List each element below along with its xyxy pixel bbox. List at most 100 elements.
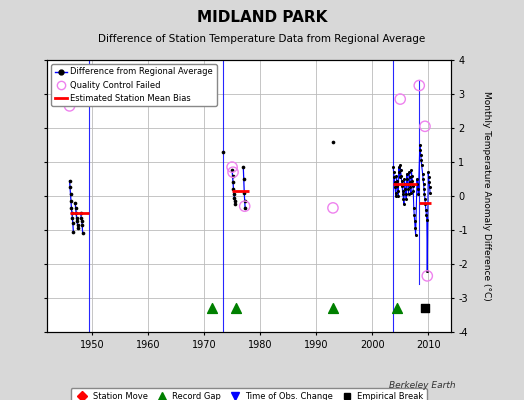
Point — [406, 179, 414, 186]
Point — [228, 167, 236, 174]
Point — [329, 305, 337, 311]
Point — [232, 305, 240, 311]
Point — [394, 193, 402, 199]
Point — [410, 212, 418, 218]
Point — [423, 273, 431, 279]
Point — [397, 178, 406, 184]
Point — [79, 230, 87, 236]
Point — [66, 103, 74, 109]
Point — [66, 178, 74, 184]
Point — [400, 176, 409, 182]
Legend: Station Move, Record Gap, Time of Obs. Change, Empirical Break: Station Move, Record Gap, Time of Obs. C… — [71, 388, 427, 400]
Point — [230, 186, 238, 192]
Point — [239, 164, 247, 170]
Point — [69, 220, 77, 226]
Point — [241, 205, 249, 211]
Point — [425, 184, 434, 191]
Point — [390, 179, 399, 186]
Point — [229, 169, 237, 175]
Point — [420, 186, 428, 192]
Point — [240, 189, 248, 196]
Point — [208, 305, 216, 311]
Point — [67, 191, 75, 198]
Point — [409, 188, 418, 194]
Point — [421, 201, 430, 208]
Point — [229, 179, 237, 186]
Point — [69, 228, 78, 235]
Point — [411, 225, 419, 232]
Point — [416, 147, 424, 153]
Point — [228, 164, 236, 170]
Point — [73, 222, 82, 228]
Point — [405, 191, 413, 198]
Point — [419, 171, 427, 177]
Point — [402, 171, 411, 177]
Point — [230, 191, 238, 198]
Point — [74, 225, 82, 232]
Point — [391, 189, 400, 196]
Point — [399, 196, 408, 202]
Point — [231, 198, 239, 204]
Point — [426, 189, 434, 196]
Point — [78, 218, 86, 225]
Point — [399, 191, 407, 198]
Point — [77, 210, 85, 216]
Point — [394, 188, 402, 194]
Point — [329, 138, 337, 145]
Point — [231, 201, 239, 208]
Point — [419, 176, 427, 182]
Point — [72, 210, 80, 216]
Point — [390, 174, 398, 180]
Point — [409, 182, 417, 189]
Point — [416, 142, 424, 148]
Point — [78, 222, 86, 228]
Point — [403, 181, 412, 187]
Point — [398, 188, 407, 194]
Point — [396, 96, 405, 102]
Point — [397, 167, 405, 174]
Point — [425, 179, 433, 186]
Point — [68, 210, 76, 216]
Point — [402, 196, 410, 202]
Y-axis label: Monthly Temperature Anomaly Difference (°C): Monthly Temperature Anomaly Difference (… — [482, 91, 491, 301]
Point — [401, 191, 410, 198]
Point — [389, 169, 398, 175]
Point — [422, 206, 430, 213]
Point — [71, 200, 79, 206]
Point — [406, 174, 414, 180]
Text: Difference of Station Temperature Data from Regional Average: Difference of Station Temperature Data f… — [99, 34, 425, 44]
Point — [413, 181, 422, 187]
Point — [219, 148, 227, 155]
Point — [67, 205, 75, 211]
Point — [228, 172, 237, 179]
Point — [396, 162, 405, 169]
Point — [391, 184, 399, 191]
Point — [393, 305, 401, 311]
Point — [389, 164, 397, 170]
Point — [392, 172, 401, 179]
Point — [400, 201, 408, 208]
Point — [421, 305, 430, 311]
Point — [421, 196, 429, 202]
Point — [397, 172, 406, 179]
Point — [403, 176, 411, 182]
Point — [241, 203, 249, 209]
Point — [417, 152, 425, 158]
Point — [404, 186, 412, 192]
Point — [68, 215, 77, 221]
Point — [410, 205, 418, 211]
Point — [66, 184, 74, 191]
Point — [417, 157, 425, 164]
Point — [406, 184, 414, 191]
Point — [393, 182, 401, 189]
Point — [420, 191, 429, 198]
Point — [424, 169, 432, 175]
Point — [414, 191, 423, 198]
Point — [395, 169, 403, 175]
Point — [73, 218, 81, 225]
Point — [398, 182, 406, 189]
Point — [414, 186, 422, 192]
Point — [77, 215, 85, 221]
Point — [393, 178, 401, 184]
Point — [415, 82, 423, 89]
